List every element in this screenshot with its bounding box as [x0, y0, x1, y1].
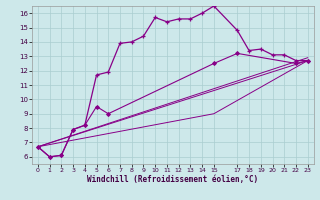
X-axis label: Windchill (Refroidissement éolien,°C): Windchill (Refroidissement éolien,°C) — [87, 175, 258, 184]
